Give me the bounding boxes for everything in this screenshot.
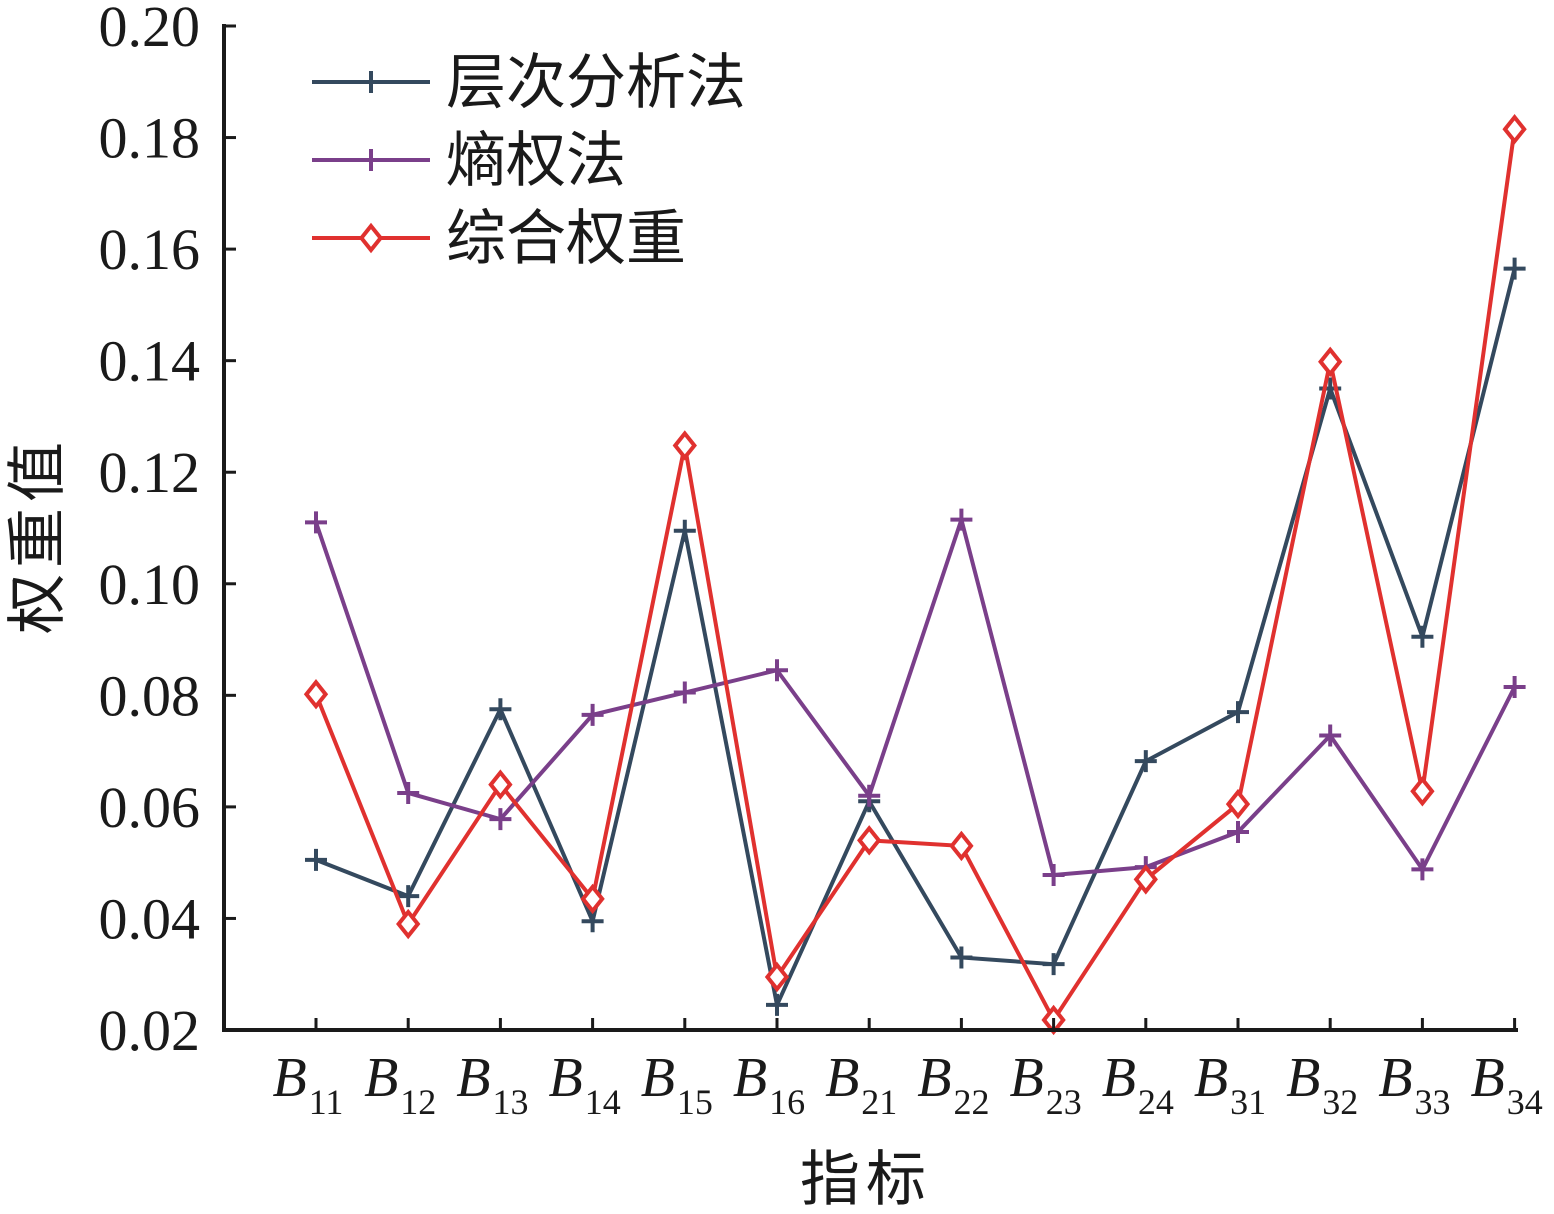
data-point [305, 848, 327, 871]
data-point [1225, 788, 1251, 820]
series-1 [305, 257, 1526, 1016]
data-point [1411, 858, 1434, 881]
x-tick-label: B22 [917, 1047, 989, 1122]
data-point [489, 808, 512, 831]
data-point [580, 883, 605, 915]
legend-marker [360, 149, 382, 171]
legend-item: 综合权重 [312, 204, 686, 274]
x-tick-label: B31 [1194, 1047, 1266, 1122]
data-point [858, 784, 881, 807]
x-axis-title: 指标 [800, 1145, 932, 1214]
series-2 [305, 508, 1526, 886]
x-tick-label: B34 [1470, 1047, 1542, 1122]
y-tick-label: 0.10 [99, 552, 201, 617]
data-point [1319, 724, 1342, 747]
data-point [857, 825, 882, 856]
data-point [1042, 953, 1065, 976]
data-point [396, 908, 421, 940]
data-point [672, 430, 697, 461]
data-point [950, 946, 973, 969]
series-line [314, 128, 1517, 1024]
data-point [1318, 346, 1343, 377]
legend-label: 综合权重 [446, 204, 686, 274]
data-point [766, 659, 788, 682]
x-ticks: B11 B12 B13 B14 B15 B16 B21 B22 B23 B24 B31 B32 B33 B… [273, 1018, 1543, 1122]
data-point [1134, 750, 1157, 773]
data-point [1503, 675, 1526, 698]
y-tick-label: 0.18 [99, 106, 201, 171]
data-point [397, 781, 420, 804]
data-point [489, 698, 512, 721]
series-line [314, 512, 1517, 878]
y-tick-label: 0.14 [99, 329, 201, 394]
legend-label: 熵权法 [446, 126, 626, 196]
data-point [1133, 864, 1158, 895]
y-axis-title: 权重值 [3, 436, 73, 634]
x-tick-label: B16 [733, 1047, 805, 1122]
data-point [1227, 701, 1249, 724]
x-tick-label: B23 [1009, 1047, 1081, 1122]
legend-marker [358, 222, 384, 254]
data-point [1502, 113, 1527, 145]
y-tick-label: 0.12 [99, 440, 201, 505]
data-point [950, 508, 973, 531]
data-point [1411, 625, 1434, 648]
series-layer [303, 113, 1527, 1036]
x-tick-label: B24 [1102, 1047, 1174, 1122]
data-point [397, 885, 420, 908]
x-tick-label: B21 [825, 1047, 897, 1122]
data-point [1227, 820, 1249, 843]
legend-item: 层次分析法 [312, 48, 746, 118]
y-tick-label: 0.06 [99, 775, 201, 840]
x-tick-label: B11 [273, 1047, 344, 1122]
x-tick-label: B14 [548, 1047, 620, 1122]
y-tick-label: 0.20 [99, 0, 201, 59]
legend-marker [360, 71, 382, 93]
data-point [766, 993, 788, 1016]
x-tick-label: B33 [1378, 1047, 1450, 1122]
x-tick-label: B32 [1286, 1047, 1358, 1122]
legend-label: 层次分析法 [446, 48, 746, 118]
data-point [1503, 257, 1526, 280]
legend-item: 熵权法 [312, 126, 626, 196]
data-point [673, 681, 696, 704]
data-point [303, 679, 329, 710]
series-3 [303, 113, 1527, 1036]
data-point [1410, 776, 1435, 807]
x-tick-label: B13 [456, 1047, 528, 1122]
data-point [764, 961, 790, 993]
x-tick-label: B12 [364, 1047, 436, 1122]
data-point [949, 830, 974, 862]
data-point [488, 769, 513, 800]
data-point [1042, 863, 1065, 886]
data-point [673, 519, 696, 542]
data-point [305, 511, 327, 534]
y-ticks: 0.02 0.04 0.06 0.08 0.10 0.12 0.14 0.16 0.18 0.20 [99, 0, 236, 1063]
y-tick-label: 0.04 [99, 886, 201, 951]
y-tick-label: 0.02 [99, 998, 201, 1063]
data-point [581, 703, 604, 726]
x-tick-label: B15 [641, 1047, 713, 1122]
y-tick-label: 0.16 [99, 217, 201, 282]
y-tick-label: 0.08 [99, 663, 201, 728]
